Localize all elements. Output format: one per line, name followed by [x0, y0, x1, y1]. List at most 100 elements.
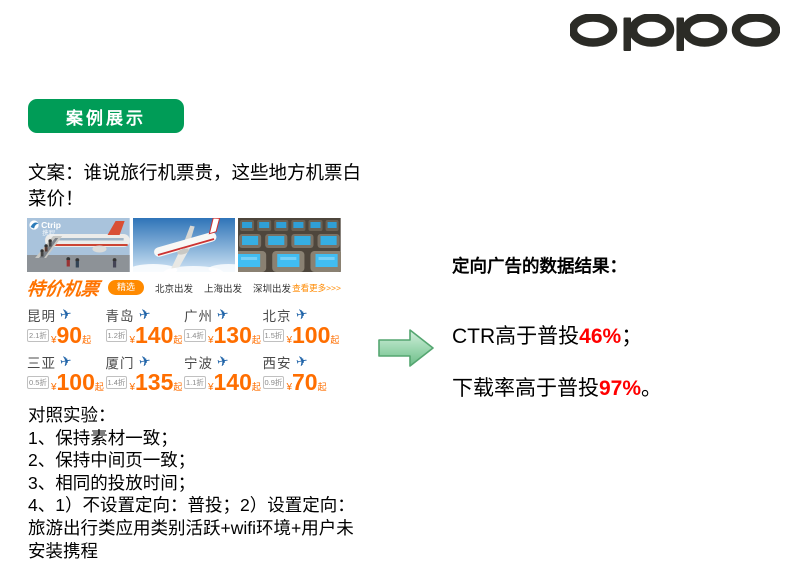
- deal-ningbo[interactable]: 宁波 ✈ 1.1折 ¥140 起: [184, 353, 263, 393]
- cabin-photo: [238, 218, 342, 272]
- experiment-notes: 对照实验： 1、保持素材一致； 2、保持中间页一致； 3、相同的投放时间； 4、…: [28, 404, 355, 562]
- result-download-value: 97%: [599, 377, 642, 400]
- deal-city: 北京: [262, 308, 292, 324]
- currency-symbol: ¥: [50, 335, 57, 346]
- airplane-photo-image: [132, 218, 236, 272]
- result-line-download: 下载率高于普投97%。: [452, 372, 662, 402]
- price-suffix: 起: [94, 382, 104, 392]
- plane-icon: ✈: [137, 353, 152, 370]
- discount-badge: 1.2折: [105, 329, 128, 342]
- tab-depart-shenzhen[interactable]: 深圳出发: [253, 283, 292, 295]
- result-ctr-value: 46%: [579, 325, 622, 348]
- case-display-badge-label: 案例展示: [66, 108, 146, 128]
- right-arrow-icon: [378, 329, 434, 367]
- currency-symbol: ¥: [50, 382, 57, 393]
- currency-symbol: ¥: [129, 382, 135, 393]
- experiment-line: 对照实验：: [28, 405, 116, 425]
- experiment-line: 旅游出行类应用类别活跃+wifi环境+用户未: [28, 517, 354, 538]
- result-line-ctr: CTR高于普投46%；: [452, 320, 642, 350]
- discount-badge: 1.1折: [184, 376, 206, 389]
- discount-badge: 1.4折: [184, 329, 206, 342]
- result-ctr-suffix: ；: [621, 325, 643, 348]
- deal-xian[interactable]: 西安 ✈ 0.9折 ¥70 起: [262, 353, 342, 393]
- see-more-link[interactable]: 查看更多>>>: [292, 282, 341, 293]
- experiment-line: 4、1）不设置定向：普投；2）设置定向：: [28, 495, 355, 516]
- result-download-suffix: 。: [641, 377, 663, 400]
- ad-copy-line-1: 文案：谁说旅行机票贵，这些地方机票白: [28, 162, 362, 183]
- currency-symbol: ¥: [207, 382, 214, 393]
- deal-city: 厦门: [105, 355, 135, 371]
- oppo-logo: [568, 13, 781, 52]
- deal-city: 宁波: [184, 355, 213, 371]
- result-ctr-prefix: CTR高于普投: [452, 325, 580, 348]
- experiment-line: 1、保持素材一致；: [28, 427, 178, 448]
- currency-symbol: ¥: [129, 335, 135, 346]
- deal-city: 昆明: [27, 308, 56, 324]
- tab-depart-shanghai[interactable]: 上海出发: [204, 283, 243, 295]
- result-download-prefix: 下载率高于普投: [452, 377, 599, 400]
- discount-badge: 1.4折: [105, 376, 128, 389]
- deal-price: 130: [213, 322, 252, 346]
- plane-icon: ✈: [215, 306, 230, 323]
- currency-symbol: ¥: [286, 382, 292, 393]
- deal-city: 青岛: [105, 308, 135, 324]
- experiment-line: 3、相同的投放时间；: [28, 472, 196, 493]
- tab-depart-beijing[interactable]: 北京出发: [155, 283, 194, 295]
- ad-copy-line-2: 菜价！: [28, 188, 84, 209]
- discount-badge: 1.5折: [262, 329, 285, 342]
- discount-badge: 0.5折: [27, 376, 49, 389]
- plane-icon: ✈: [294, 306, 309, 323]
- price-suffix: 起: [82, 335, 92, 345]
- deal-kunming[interactable]: 昆明 ✈ 2.1折 ¥90 起: [27, 306, 106, 346]
- deal-price: 135: [135, 369, 174, 393]
- discount-badge: 0.9折: [262, 376, 285, 389]
- experiment-line: 安装携程: [28, 540, 98, 561]
- boarding-photo-image: Ctrip 携程: [27, 218, 130, 272]
- flow-arrow: [377, 327, 436, 370]
- price-suffix: 起: [251, 382, 261, 392]
- deal-price: 90: [56, 322, 83, 346]
- tab-featured[interactable]: 精选: [108, 280, 145, 295]
- boarding-photo: Ctrip 携程: [27, 218, 130, 272]
- deal-sanya[interactable]: 三亚 ✈ 0.5折 ¥100 起: [27, 353, 106, 393]
- deal-price: 70: [292, 369, 318, 393]
- deal-price: 100: [292, 322, 331, 346]
- deal-city: 三亚: [27, 355, 56, 371]
- price-suffix: 起: [330, 335, 340, 345]
- deals-grid: 昆明 ✈ 2.1折 ¥90 起 青岛 ✈ 1.2折 ¥140 起 广州 ✈ 1.4折 ¥130 起…: [27, 306, 341, 393]
- currency-symbol: ¥: [207, 335, 214, 346]
- photo-strip: Ctrip 携程: [27, 218, 342, 272]
- experiment-line: 2、保持中间页一致；: [28, 450, 196, 471]
- plane-icon: ✈: [137, 306, 152, 323]
- ctrip-logo-cn: 携程: [42, 228, 56, 237]
- plane-icon: ✈: [58, 306, 73, 323]
- price-suffix: 起: [317, 382, 327, 392]
- deals-section-title: 特价机票: [25, 278, 100, 299]
- oppo-logo-icon: [568, 13, 781, 51]
- deal-price: 140: [135, 322, 174, 346]
- price-suffix: 起: [251, 335, 261, 345]
- deal-price: 100: [56, 369, 95, 393]
- ctrip-logo-text: Ctrip: [41, 220, 61, 230]
- deal-city: 广州: [184, 308, 213, 324]
- airplane-photo: [132, 218, 236, 272]
- deal-city: 西安: [262, 355, 292, 371]
- deal-xiamen[interactable]: 厦门 ✈ 1.4折 ¥135 起: [105, 353, 185, 393]
- deal-guangzhou[interactable]: 广州 ✈ 1.4折 ¥130 起: [184, 306, 263, 346]
- ad-copy-headline: 文案：谁说旅行机票贵，这些地方机票白 菜价！: [28, 160, 361, 212]
- deal-qingdao[interactable]: 青岛 ✈ 1.2折 ¥140 起: [105, 306, 185, 346]
- cabin-photo-image: [238, 218, 342, 272]
- price-suffix: 起: [173, 382, 183, 392]
- price-suffix: 起: [173, 335, 183, 345]
- ad-creative-screenshot: Ctrip 携程: [25, 218, 342, 393]
- currency-symbol: ¥: [286, 335, 292, 346]
- plane-icon: ✈: [58, 353, 73, 370]
- deals-section-header: 特价机票 精选 北京出发 上海出发 深圳出发 查看更多>>>: [25, 277, 341, 299]
- deal-price: 140: [213, 369, 252, 393]
- plane-icon: ✈: [294, 353, 309, 370]
- deal-beijing[interactable]: 北京 ✈ 1.5折 ¥100 起: [262, 306, 342, 346]
- discount-badge: 2.1折: [27, 329, 49, 342]
- plane-icon: ✈: [215, 353, 230, 370]
- results-title: 定向广告的数据结果：: [452, 256, 627, 276]
